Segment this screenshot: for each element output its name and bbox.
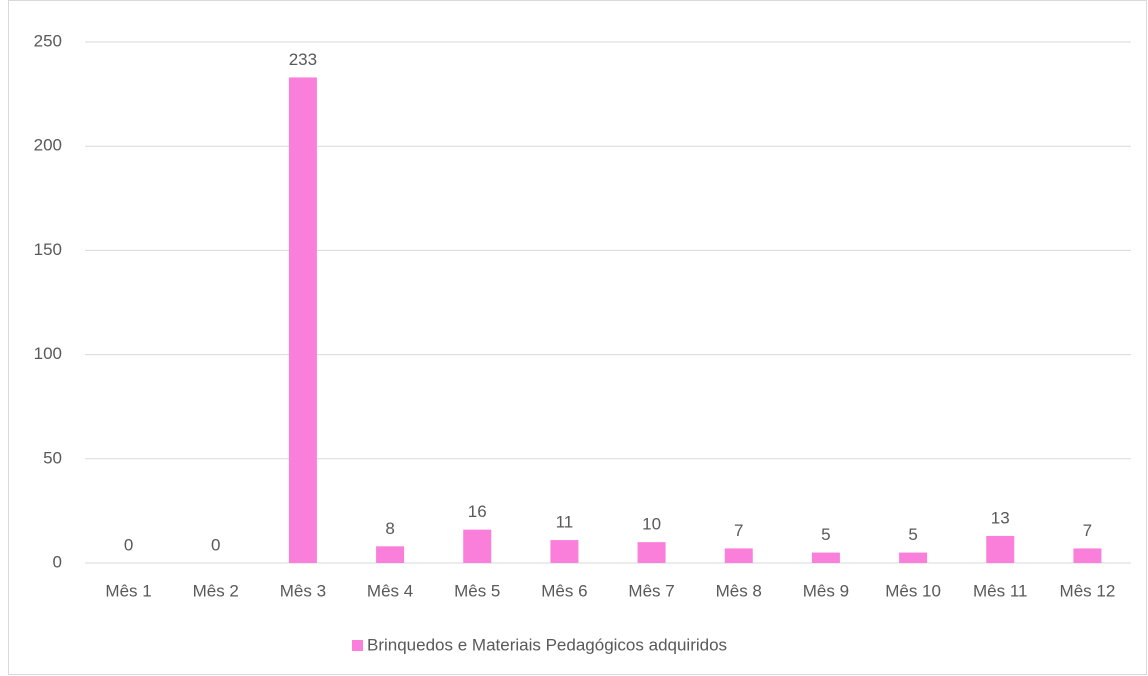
x-tick-label: Mês 11 xyxy=(973,581,1028,600)
bar xyxy=(1073,548,1102,563)
x-tick-label: Mês 4 xyxy=(367,581,413,600)
data-label: 0 xyxy=(124,535,133,554)
y-tick-label: 250 xyxy=(34,31,62,50)
data-label: 11 xyxy=(556,513,574,532)
y-tick-label: 0 xyxy=(53,552,62,571)
legend-label: Brinquedos e Materiais Pedagógicos adqui… xyxy=(367,635,727,654)
x-tick-label: Mês 7 xyxy=(628,581,674,600)
chart-border xyxy=(8,0,1147,675)
bar xyxy=(637,542,666,563)
x-tick-label: Mês 10 xyxy=(885,581,941,600)
x-tick-label: Mês 12 xyxy=(1060,581,1116,600)
bar xyxy=(463,529,492,563)
bar xyxy=(724,548,753,563)
y-tick-label: 200 xyxy=(34,136,62,155)
data-label: 8 xyxy=(385,519,394,538)
data-label: 5 xyxy=(821,525,830,544)
x-tick-label: Mês 8 xyxy=(716,581,762,600)
data-label: 7 xyxy=(734,521,743,540)
bar xyxy=(986,535,1015,563)
x-tick-label: Mês 6 xyxy=(541,581,587,600)
x-tick-label: Mês 1 xyxy=(105,581,151,600)
data-label: 16 xyxy=(468,502,487,521)
data-label: 10 xyxy=(642,515,661,534)
data-label: 233 xyxy=(289,50,317,69)
y-tick-label: 100 xyxy=(34,344,62,363)
bar xyxy=(899,552,928,563)
data-label: 13 xyxy=(991,508,1010,527)
y-tick-label: 50 xyxy=(43,448,62,467)
bar xyxy=(376,546,405,563)
bar xyxy=(811,552,840,563)
x-tick-label: Mês 9 xyxy=(803,581,849,600)
x-tick-label: Mês 2 xyxy=(193,581,239,600)
x-tick-label: Mês 5 xyxy=(454,581,500,600)
bar xyxy=(550,540,579,563)
data-label: 7 xyxy=(1083,521,1092,540)
bar xyxy=(288,77,317,563)
y-tick-label: 150 xyxy=(34,240,62,259)
legend-swatch xyxy=(352,640,363,651)
data-label: 5 xyxy=(908,525,917,544)
x-tick-label: Mês 3 xyxy=(280,581,326,600)
data-label: 0 xyxy=(211,535,220,554)
